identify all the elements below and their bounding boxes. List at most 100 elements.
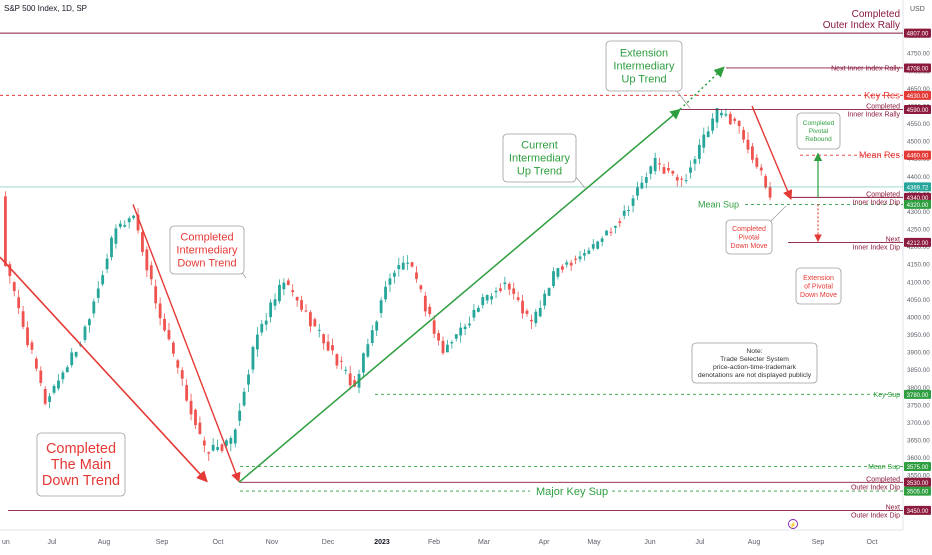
price-level-value: 4212.00	[907, 241, 929, 247]
candle-body	[392, 272, 396, 277]
trend-lines	[0, 66, 823, 483]
major-key-sup-text: Major Key Sup	[536, 486, 608, 498]
candle-body	[225, 440, 228, 446]
x-tick-label: Jun	[644, 539, 655, 546]
callout-note-text: denotations are not displayed publicly	[698, 372, 812, 379]
x-tick-label: Feb	[428, 539, 440, 546]
candle-body	[339, 360, 343, 362]
x-tick-label: Nov	[266, 539, 279, 546]
callout-pivotal-rebound-box	[796, 112, 841, 150]
price-level-value: 3450.00	[907, 509, 929, 515]
callout-intermediary-down-trend-text: Intermediary	[176, 245, 238, 257]
candle-body	[52, 385, 56, 393]
candle-body	[715, 108, 719, 123]
candle-body	[578, 256, 582, 260]
y-tick-label: 3550.00	[907, 473, 930, 480]
candle-body	[649, 166, 653, 174]
y-tick-label: 3850.00	[907, 367, 930, 374]
candle-body	[587, 250, 591, 254]
level-note: Outer Index Dip	[851, 512, 900, 519]
price-level-box	[904, 182, 931, 192]
level-note: Key Res	[864, 90, 900, 101]
candle-body	[154, 286, 158, 304]
price-level-box	[904, 90, 931, 100]
major-key-sup-label: Major Key Sup	[530, 484, 610, 498]
currency-label: USD	[910, 6, 925, 13]
leader-pivotal-down	[769, 205, 787, 223]
candle-body	[278, 284, 281, 302]
candle-body	[74, 351, 78, 357]
y-tick-label: 4500.00	[907, 139, 930, 146]
level-note: Next	[886, 236, 900, 243]
candle-body	[313, 319, 317, 327]
callout-main-down-trend-text: Completed	[46, 441, 116, 457]
callout-pivotal-rebound-text: Completed	[803, 120, 835, 127]
candle-body	[481, 297, 485, 306]
candle-body	[123, 224, 127, 227]
candle-body	[264, 320, 268, 325]
leader-extension-up	[675, 89, 691, 109]
price-level-box	[904, 104, 931, 114]
candle-body	[728, 113, 732, 125]
callout-current-up-trend-text: Intermediary	[509, 153, 571, 165]
candle-body	[353, 380, 356, 387]
candle-body	[538, 308, 542, 317]
candle-body	[43, 389, 47, 404]
price-level-box	[904, 461, 931, 471]
candle-body	[618, 221, 622, 224]
candle-body	[675, 177, 679, 181]
candle-body	[419, 285, 423, 290]
y-tick-label: 3800.00	[907, 385, 930, 392]
callout-current-up-trend-text: Current	[521, 140, 558, 152]
candle-body	[401, 262, 405, 270]
callout-extension-pivotal-down-text: Extension	[803, 275, 834, 282]
callout-intermediary-down-trend-text: Completed	[180, 232, 233, 244]
callout-pivotal-down-move-box	[725, 219, 773, 255]
candle-body	[410, 262, 414, 267]
callout-note-text: Note:	[746, 348, 762, 355]
callout-pivotal-down-move-text: Pivotal	[738, 234, 759, 241]
x-tick-label: May	[587, 539, 601, 546]
candle-body	[273, 299, 277, 306]
candle-body	[697, 144, 701, 159]
candle-body	[4, 196, 7, 267]
candle-body	[406, 262, 410, 264]
candles	[4, 108, 772, 461]
candle-body	[118, 223, 122, 227]
level-note: Outer Index Rally	[823, 20, 900, 31]
candle-body	[335, 354, 339, 366]
y-axis: 3450.003500.003550.003600.003650.003700.…	[902, 0, 930, 530]
candle-body	[459, 327, 463, 336]
mean-sup-label: Mean Sup	[698, 199, 739, 209]
candle-body	[653, 157, 657, 172]
candle-body	[415, 272, 418, 279]
candle-body	[724, 114, 728, 116]
candle-body	[348, 373, 352, 386]
y-tick-label: 4200.00	[907, 244, 930, 251]
candle-body	[446, 344, 449, 353]
callout-extension-up-trend-text: Up Trend	[621, 74, 666, 86]
price-level-value: 3530.00	[907, 481, 929, 487]
candle-body	[34, 358, 38, 369]
y-tick-label: 4450.00	[907, 156, 930, 163]
candle-body	[286, 280, 290, 286]
major-key-sup-bg	[530, 484, 610, 498]
candle-body	[432, 320, 436, 334]
candle-body	[362, 353, 365, 373]
price-level-box	[904, 237, 931, 247]
price-level-box	[904, 63, 931, 73]
callout-intermediary-down-trend-box	[169, 225, 245, 275]
level-note: Mean Sup	[868, 464, 900, 471]
symbol-title: S&P 500 Index, 1D, SP	[4, 4, 88, 13]
candle-body	[720, 112, 723, 116]
candle-body	[21, 311, 25, 327]
candle-body	[291, 290, 295, 293]
candle-body	[132, 215, 135, 219]
callout-main-down-trend-text: Down Trend	[42, 473, 120, 489]
candle-body	[627, 209, 631, 211]
